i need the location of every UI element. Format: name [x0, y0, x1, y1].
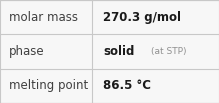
Text: solid: solid [103, 45, 134, 58]
Text: melting point: melting point [9, 79, 88, 92]
Text: phase: phase [9, 45, 44, 58]
Text: (at STP): (at STP) [151, 47, 187, 56]
Text: 270.3 g/mol: 270.3 g/mol [103, 11, 181, 24]
Text: 86.5 °C: 86.5 °C [103, 79, 151, 92]
Text: molar mass: molar mass [9, 11, 78, 24]
